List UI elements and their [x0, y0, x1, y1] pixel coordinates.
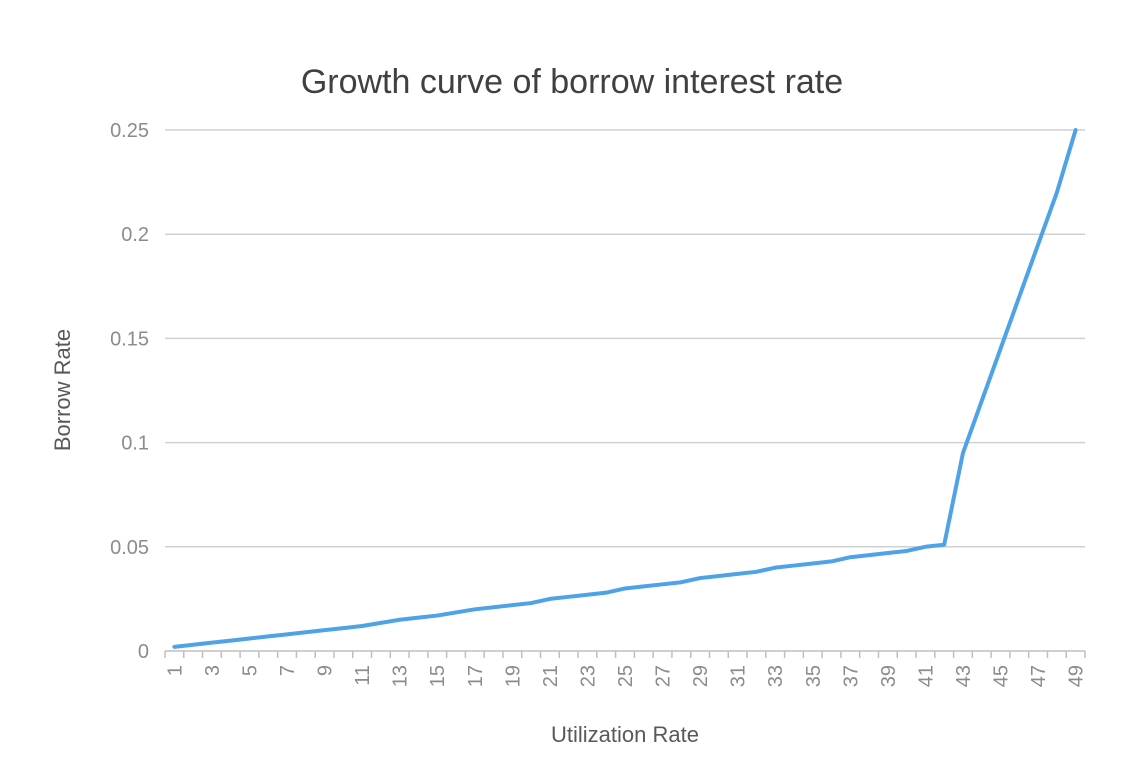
x-axis-title: Utilization Rate: [551, 722, 699, 747]
y-axis-title: Borrow Rate: [50, 329, 75, 451]
data-point: [416, 616, 420, 620]
data-point: [473, 607, 477, 611]
data-point: [867, 553, 871, 557]
x-tick-label: 45: [991, 665, 1013, 687]
chart-title: Growth curve of borrow interest rate: [301, 63, 843, 101]
data-point: [1036, 243, 1040, 247]
data-point: [754, 570, 758, 574]
data-point: [191, 643, 195, 647]
y-tick-label: 0.1: [121, 433, 149, 455]
data-point: [623, 586, 627, 590]
x-tick-label: 19: [502, 665, 524, 687]
data-point: [830, 559, 834, 563]
data-point: [604, 591, 608, 595]
x-tick-label: 31: [728, 665, 750, 687]
data-point: [379, 621, 383, 625]
data-point: [172, 645, 176, 649]
x-tick-label: 11: [352, 665, 374, 686]
data-point: [247, 636, 251, 640]
data-point: [811, 561, 815, 565]
data-point: [304, 630, 308, 634]
x-tick-label: 33: [765, 665, 787, 687]
x-tick-label: 7: [277, 665, 299, 676]
y-tick-label: 0.15: [110, 328, 149, 350]
y-tick-label: 0.05: [110, 537, 149, 559]
x-tick-label: 1: [164, 665, 186, 676]
x-tick-label: 23: [577, 665, 599, 687]
x-tick-label: 3: [202, 665, 224, 676]
data-point: [980, 399, 984, 403]
data-point: [266, 634, 270, 638]
data-point: [585, 593, 589, 597]
data-point: [792, 564, 796, 568]
data-point: [905, 549, 909, 553]
data-point: [360, 624, 364, 628]
data-point: [323, 628, 327, 632]
y-tick-label: 0: [138, 641, 149, 663]
series-layer: [172, 128, 1078, 649]
data-point: [285, 632, 289, 636]
data-point: [210, 641, 214, 645]
x-tick-label: 35: [803, 665, 825, 687]
x-tick-label: 17: [465, 665, 487, 687]
x-tick-label: 37: [840, 665, 862, 687]
data-point: [529, 601, 533, 605]
data-point: [773, 566, 777, 570]
data-point: [848, 555, 852, 559]
x-tick-label: 27: [653, 665, 675, 687]
data-point: [567, 595, 571, 599]
data-point: [736, 572, 740, 576]
x-tick-label: 29: [690, 665, 712, 687]
x-tick-label: 49: [1066, 665, 1088, 687]
x-tick-label: 47: [1028, 665, 1050, 687]
x-tick-label: 43: [953, 665, 975, 687]
data-point: [886, 551, 890, 555]
data-point: [1074, 128, 1078, 132]
data-point: [492, 605, 496, 609]
x-tick-labels: 1 3 5 7 9 11 13 15 17 19 21 23 25 27 29 31 33 35 37 39 41 43 4…: [164, 665, 1087, 687]
data-point: [717, 574, 721, 578]
data-point: [999, 347, 1003, 351]
data-point: [1017, 295, 1021, 299]
data-point: [1055, 191, 1059, 195]
data-point: [679, 580, 683, 584]
data-point: [661, 582, 665, 586]
x-tick-label: 25: [615, 665, 637, 687]
data-point: [698, 576, 702, 580]
data-point: [229, 639, 233, 643]
data-point: [435, 614, 439, 618]
data-point: [942, 543, 946, 547]
y-tick-labels: 0 0.05 0.1 0.15 0.2 0.25: [110, 120, 149, 663]
x-tick-label: 21: [540, 665, 562, 687]
x-tick-label: 41: [915, 665, 937, 687]
y-tick-label: 0.2: [121, 224, 149, 246]
data-point: [454, 610, 458, 614]
data-point: [923, 545, 927, 549]
gridlines: [165, 129, 1085, 548]
x-tick-label: 15: [427, 665, 449, 687]
data-point: [961, 451, 965, 455]
x-tick-label: 39: [878, 665, 900, 687]
data-point: [510, 603, 514, 607]
x-tick-label: 9: [315, 665, 337, 676]
data-point: [642, 584, 646, 588]
x-tick-label: 5: [239, 665, 261, 676]
data-point: [548, 597, 552, 601]
data-point: [341, 626, 345, 630]
data-point: [398, 618, 402, 622]
y-tick-label: 0.25: [110, 120, 149, 142]
axes: [164, 650, 1086, 658]
x-tick-label: 13: [390, 665, 412, 687]
series-line-0: [172, 128, 1078, 649]
